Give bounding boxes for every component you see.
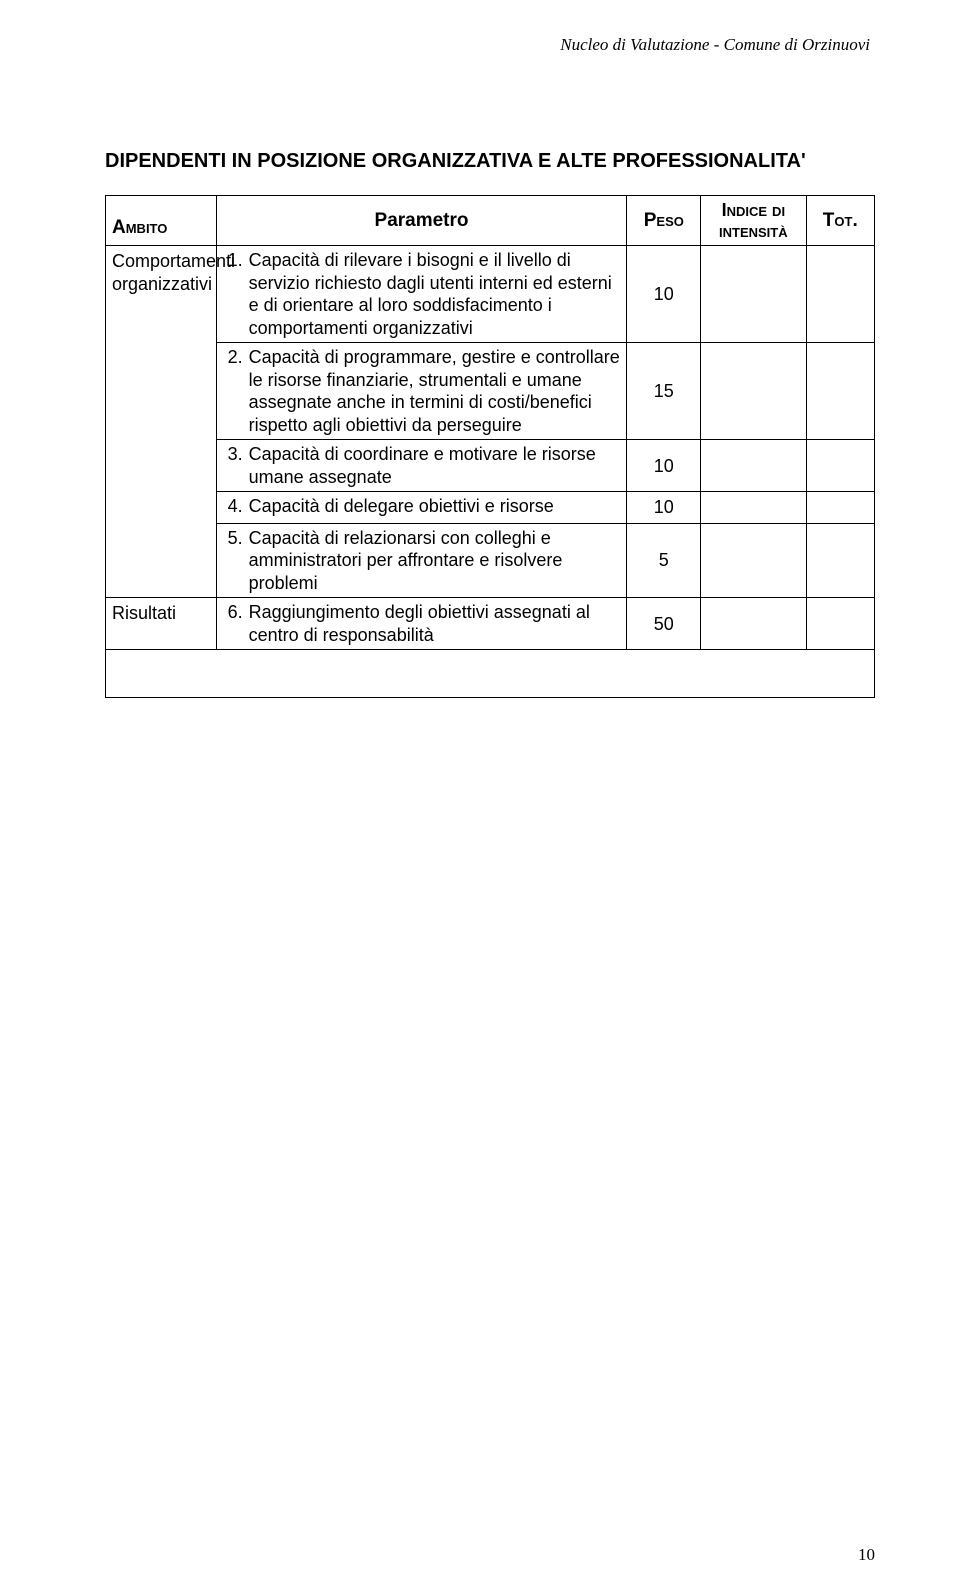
param-num: 2.	[223, 346, 245, 436]
table-empty-row	[106, 650, 875, 698]
col-header-indice: Indice di intensità	[701, 196, 806, 246]
param-num: 4.	[223, 495, 245, 518]
page-number: 10	[858, 1545, 875, 1565]
param-num: 3.	[223, 443, 245, 488]
param-num: 6.	[223, 601, 245, 646]
param-text: Capacità di relazionarsi con colleghi e …	[249, 527, 621, 595]
param-text: Raggiungimento degli obiettivi assegnati…	[249, 601, 621, 646]
page: Nucleo di Valutazione - Comune di Orzinu…	[0, 0, 960, 1593]
param-num: 5.	[223, 527, 245, 595]
tot-cell	[806, 492, 875, 524]
peso-cell: 10	[627, 440, 701, 492]
table-row: 3. Capacità di coordinare e motivare le …	[106, 440, 875, 492]
tot-cell	[806, 598, 875, 650]
ambito-cell: Risultati	[106, 598, 217, 650]
table-row: 4. Capacità di delegare obiettivi e riso…	[106, 492, 875, 524]
param-text: Capacità di coordinare e motivare le ris…	[249, 443, 621, 488]
param-num: 1.	[223, 249, 245, 339]
tot-cell	[806, 246, 875, 343]
table-row: 2. Capacità di programmare, gestire e co…	[106, 343, 875, 440]
param-cell: 5. Capacità di relazionarsi con colleghi…	[216, 523, 627, 598]
col-header-parametro: Parametro	[216, 196, 627, 246]
peso-cell: 10	[627, 246, 701, 343]
param-cell: 6. Raggiungimento degli obiettivi assegn…	[216, 598, 627, 650]
param-text: Capacità di programmare, gestire e contr…	[249, 346, 621, 436]
table-row: 5. Capacità di relazionarsi con colleghi…	[106, 523, 875, 598]
peso-cell: 50	[627, 598, 701, 650]
table-row: Risultati 6. Raggiungimento degli obiett…	[106, 598, 875, 650]
param-text: Capacità di rilevare i bisogni e il live…	[249, 249, 621, 339]
indice-cell	[701, 246, 806, 343]
table-row: Comportamenti organizzativi 1. Capacità …	[106, 246, 875, 343]
tot-cell	[806, 523, 875, 598]
ambito-cell: Comportamenti organizzativi	[106, 246, 217, 598]
col-header-tot: Tot.	[806, 196, 875, 246]
param-text: Capacità di delegare obiettivi e risorse	[249, 495, 621, 518]
indice-cell	[701, 492, 806, 524]
param-cell: 4. Capacità di delegare obiettivi e riso…	[216, 492, 627, 524]
page-header: Nucleo di Valutazione - Comune di Orzinu…	[105, 35, 875, 55]
param-cell: 3. Capacità di coordinare e motivare le …	[216, 440, 627, 492]
indice-cell	[701, 440, 806, 492]
tot-cell	[806, 440, 875, 492]
table-header-row: Ambito Parametro Peso Indice di intensit…	[106, 196, 875, 246]
peso-cell: 15	[627, 343, 701, 440]
peso-cell: 10	[627, 492, 701, 524]
evaluation-table: Ambito Parametro Peso Indice di intensit…	[105, 195, 875, 698]
param-cell: 1. Capacità di rilevare i bisogni e il l…	[216, 246, 627, 343]
empty-cell	[106, 650, 875, 698]
col-header-peso: Peso	[627, 196, 701, 246]
peso-cell: 5	[627, 523, 701, 598]
tot-cell	[806, 343, 875, 440]
indice-cell	[701, 343, 806, 440]
page-title: DIPENDENTI IN POSIZIONE ORGANIZZATIVA E …	[105, 150, 875, 173]
col-header-ambito: Ambito	[106, 196, 217, 246]
param-cell: 2. Capacità di programmare, gestire e co…	[216, 343, 627, 440]
indice-cell	[701, 598, 806, 650]
indice-cell	[701, 523, 806, 598]
